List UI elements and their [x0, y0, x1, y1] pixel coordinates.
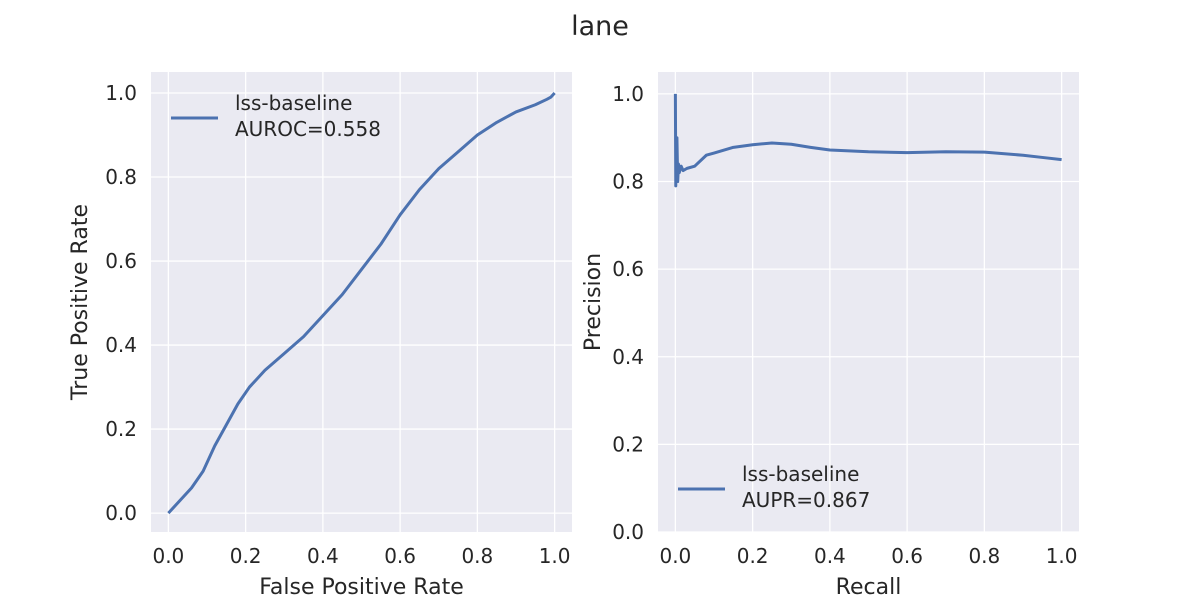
roc-legend-metric: AUROC=0.558 — [235, 117, 381, 141]
roc-x-ticks: 0.0 0.2 0.4 0.6 0.8 1.0 — [152, 544, 570, 568]
roc-legend-series-name: lss-baseline — [235, 91, 352, 115]
pr-y-axis-label: Precision — [581, 253, 606, 351]
pr-legend-metric: AUPR=0.867 — [742, 488, 870, 512]
pr-x-tick-label: 0.2 — [737, 544, 769, 568]
roc-legend: lss-baseline AUROC=0.558 — [171, 91, 381, 141]
pr-y-tick-label: 1.0 — [612, 82, 644, 106]
pr-x-tick-label: 0.4 — [814, 544, 846, 568]
pr-x-tick-label: 0.6 — [891, 544, 923, 568]
pr-y-tick-label: 0.2 — [612, 432, 644, 456]
roc-panel: 0.0 0.2 0.4 0.6 0.8 1.0 0.0 0.2 0.4 0.6 0.8 1.0 ls… — [68, 72, 572, 600]
pr-plot-area — [658, 72, 1079, 532]
pr-x-tick-label: 0.0 — [659, 544, 691, 568]
roc-curve — [167, 91, 556, 515]
roc-y-ticks: 0.0 0.2 0.4 0.6 0.8 1.0 — [105, 81, 137, 525]
pr-x-tick-label: 0.8 — [968, 544, 1000, 568]
roc-plot-area — [151, 72, 572, 532]
pr-curve — [673, 93, 1062, 188]
pr-y-tick-label: 0.6 — [612, 257, 644, 281]
pr-y-tick-label: 0.4 — [612, 345, 644, 369]
pr-x-ticks: 0.0 0.2 0.4 0.6 0.8 1.0 — [659, 544, 1077, 568]
pr-y-tick-label: 0.0 — [612, 520, 644, 544]
pr-panel: 0.0 0.2 0.4 0.6 0.8 1.0 0.0 0.2 0.4 0.6 0.8 1.0 ls… — [581, 72, 1079, 600]
roc-x-axis-label: False Positive Rate — [259, 575, 463, 600]
roc-y-tick-label: 0.4 — [105, 333, 137, 357]
roc-x-tick-label: 0.6 — [384, 544, 416, 568]
roc-y-tick-label: 0.2 — [105, 417, 137, 441]
roc-y-tick-label: 1.0 — [105, 81, 137, 105]
roc-x-tick-label: 0.8 — [461, 544, 493, 568]
pr-x-tick-label: 1.0 — [1046, 544, 1078, 568]
roc-y-tick-label: 0.8 — [105, 165, 137, 189]
roc-grid — [151, 72, 572, 532]
pr-legend: lss-baseline AUPR=0.867 — [678, 462, 870, 512]
roc-x-tick-label: 1.0 — [539, 544, 571, 568]
roc-y-tick-label: 0.6 — [105, 249, 137, 273]
roc-y-axis-label: True Positive Rate — [68, 204, 93, 401]
roc-x-tick-label: 0.0 — [152, 544, 184, 568]
pr-legend-series-name: lss-baseline — [742, 462, 859, 486]
pr-y-tick-label: 0.8 — [612, 170, 644, 194]
roc-y-tick-label: 0.0 — [105, 501, 137, 525]
figure-title: lane — [571, 11, 629, 42]
pr-y-ticks: 0.0 0.2 0.4 0.6 0.8 1.0 — [612, 82, 644, 544]
roc-x-tick-label: 0.2 — [230, 544, 262, 568]
roc-x-tick-label: 0.4 — [307, 544, 339, 568]
pr-x-axis-label: Recall — [836, 575, 902, 600]
